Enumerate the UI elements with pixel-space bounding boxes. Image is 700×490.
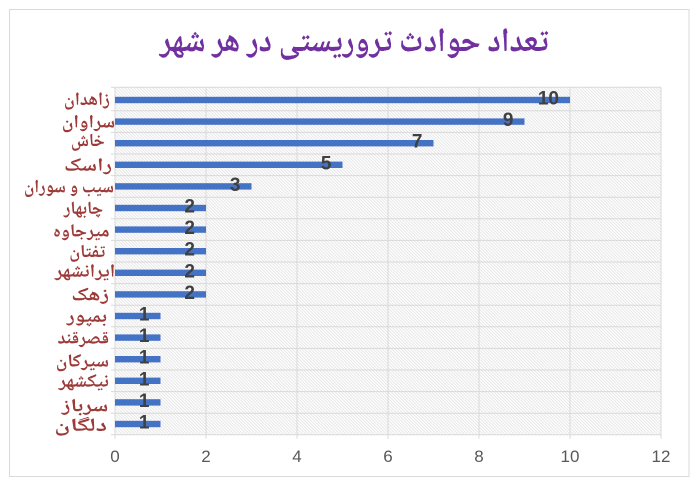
svg-text:5: 5 xyxy=(321,153,332,174)
svg-text:2: 2 xyxy=(184,197,195,218)
svg-text:6: 6 xyxy=(383,447,392,466)
svg-text:3: 3 xyxy=(230,175,241,196)
svg-text:2: 2 xyxy=(201,447,210,466)
svg-text:9: 9 xyxy=(503,110,514,131)
svg-text:1: 1 xyxy=(139,413,150,434)
svg-text:2: 2 xyxy=(184,240,195,261)
svg-text:1: 1 xyxy=(139,305,150,326)
svg-text:8: 8 xyxy=(474,447,483,466)
svg-text:1: 1 xyxy=(139,369,150,390)
svg-text:1: 1 xyxy=(139,391,150,412)
svg-text:2: 2 xyxy=(184,261,195,282)
svg-text:0: 0 xyxy=(110,447,119,466)
svg-text:4: 4 xyxy=(292,447,301,466)
svg-text:1: 1 xyxy=(139,348,150,369)
svg-text:7: 7 xyxy=(412,132,423,153)
svg-text:10: 10 xyxy=(538,89,559,110)
svg-text:2: 2 xyxy=(184,218,195,239)
svg-text:12: 12 xyxy=(652,447,671,466)
svg-text:1: 1 xyxy=(139,326,150,347)
svg-text:10: 10 xyxy=(561,447,580,466)
svg-text:2: 2 xyxy=(184,283,195,304)
